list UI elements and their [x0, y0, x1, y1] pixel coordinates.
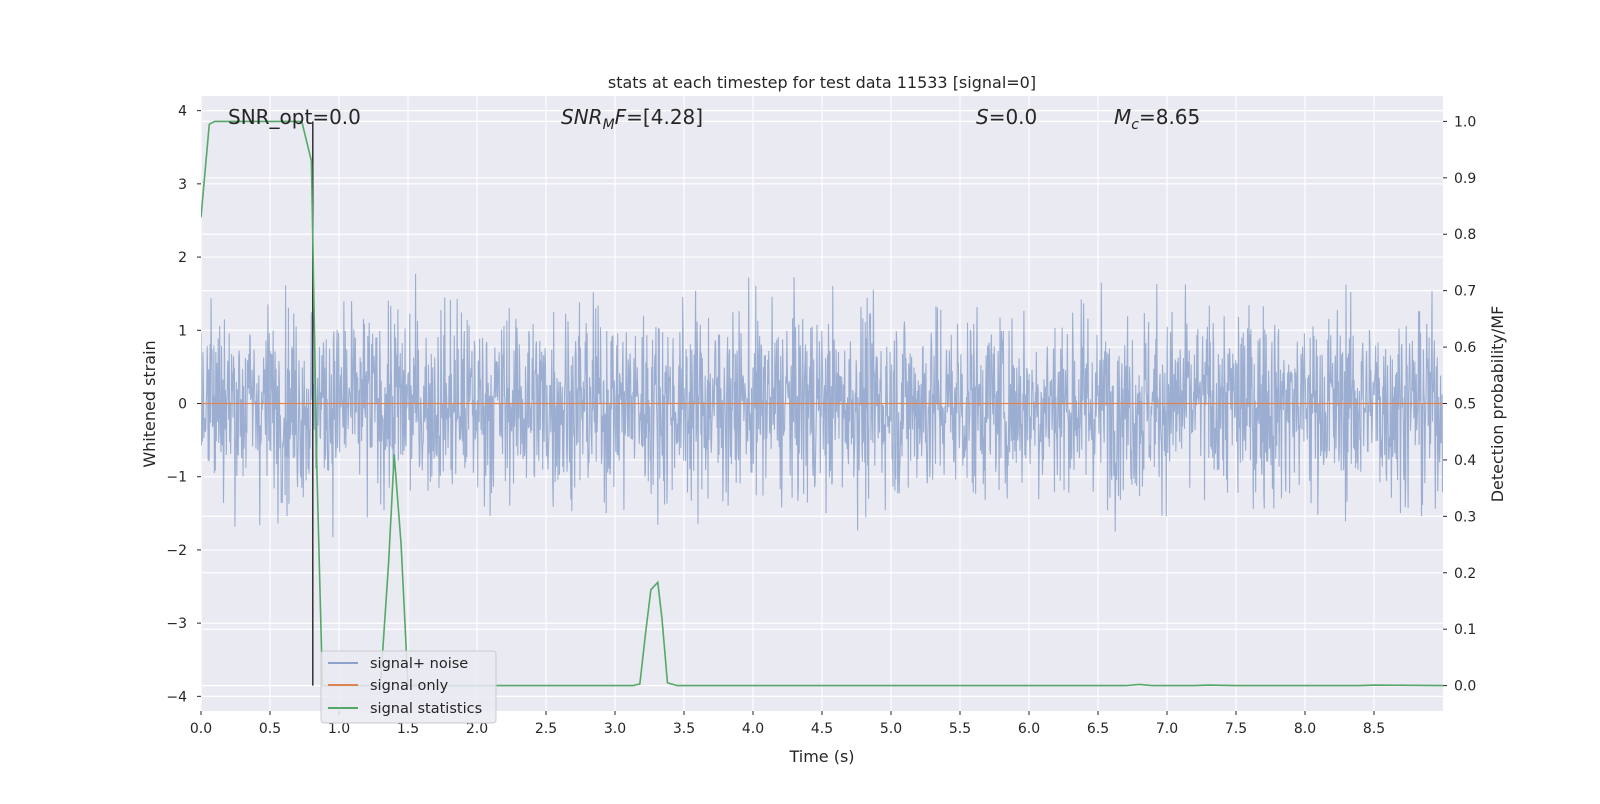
x-tick-label: 5.0	[880, 721, 902, 737]
y-axis-label-right: Detection probability/MF	[1488, 306, 1507, 503]
x-tick-label: 4.5	[811, 721, 833, 737]
legend-label-signal-only: signal only	[370, 678, 449, 694]
x-tick-label: 1.5	[397, 721, 419, 737]
y-tick-label-right: 1.0	[1454, 114, 1476, 130]
x-tick-label: 7.5	[1225, 721, 1247, 737]
y-tick-label-left: −4	[166, 689, 187, 705]
annotation-mc-value: =8.65	[1139, 105, 1200, 129]
x-tick-label: 2.0	[466, 721, 488, 737]
x-tick-label: 8.0	[1294, 721, 1316, 737]
x-tick-label: 6.5	[1087, 721, 1109, 737]
legend-box	[320, 650, 497, 724]
x-tick-label: 4.0	[742, 721, 764, 737]
y-tick-label-left: 2	[178, 250, 187, 266]
y-tick-label-left: 3	[178, 177, 187, 193]
y-tick-label-right: 0.0	[1454, 679, 1476, 695]
annotation-snr-opt: SNR_opt=0.0	[228, 105, 361, 129]
y-tick-label-left: 1	[178, 323, 187, 339]
annotation-s: S=0.0	[976, 105, 1037, 129]
annotation-snr-mf: SNRMF=[4.28]	[561, 105, 703, 133]
x-tick-label: 7.0	[1156, 721, 1178, 737]
series-signal-noise	[201, 273, 1443, 538]
annotation-s-value: =0.0	[989, 105, 1038, 129]
x-tick-label: 2.5	[535, 721, 557, 737]
y-tick-label-right: 0.9	[1454, 171, 1476, 187]
x-tick-label: 3.5	[673, 721, 695, 737]
series-signal-statistics	[201, 120, 1443, 687]
y-tick-label-left: −2	[166, 543, 187, 559]
annotation-mc: Mc=8.65	[1114, 105, 1200, 133]
tick-labels: 0.0 0.5 1.0 1.5 2.0 2.5 3.0 3.5 4.0 4.5 5.0 5.5 6.0 6…	[166, 104, 1476, 737]
y-tick-label-left: 4	[178, 104, 187, 120]
y-tick-label-left: −1	[166, 470, 187, 486]
y-tick-label-right: 0.5	[1454, 397, 1476, 413]
y-tick-label-right: 0.6	[1454, 340, 1476, 356]
y-tick-label-right: 0.1	[1454, 622, 1476, 638]
y-tick-label-right: 0.4	[1454, 453, 1476, 469]
x-tick-label: 5.5	[949, 721, 971, 737]
y-tick-label-right: 0.2	[1454, 566, 1476, 582]
y-tick-label-left: −3	[166, 616, 187, 632]
y-tick-label-right: 0.3	[1454, 509, 1476, 525]
y-tick-label-left: 0	[178, 397, 187, 413]
x-tick-label: 0.0	[190, 721, 212, 737]
series-layer	[201, 120, 1443, 687]
legend: signal+ noise signal only signal statist…	[320, 650, 497, 724]
y-axis-label-left: Whitened strain	[140, 340, 159, 467]
x-tick-label: 0.5	[259, 721, 281, 737]
annotation-snr-mf-value: =[4.28]	[626, 105, 703, 129]
x-tick-label: 3.0	[604, 721, 626, 737]
x-tick-label: 1.0	[328, 721, 350, 737]
legend-label-signal-noise: signal+ noise	[370, 656, 468, 672]
y-tick-label-right: 0.8	[1454, 227, 1476, 243]
legend-label-signal-statistics: signal statistics	[370, 701, 482, 717]
y-tick-label-right: 0.7	[1454, 284, 1476, 300]
x-tick-label: 8.5	[1363, 721, 1385, 737]
chart-title: stats at each timestep for test data 115…	[608, 73, 1036, 92]
x-axis-label: Time (s)	[788, 747, 854, 766]
x-tick-label: 6.0	[1018, 721, 1040, 737]
